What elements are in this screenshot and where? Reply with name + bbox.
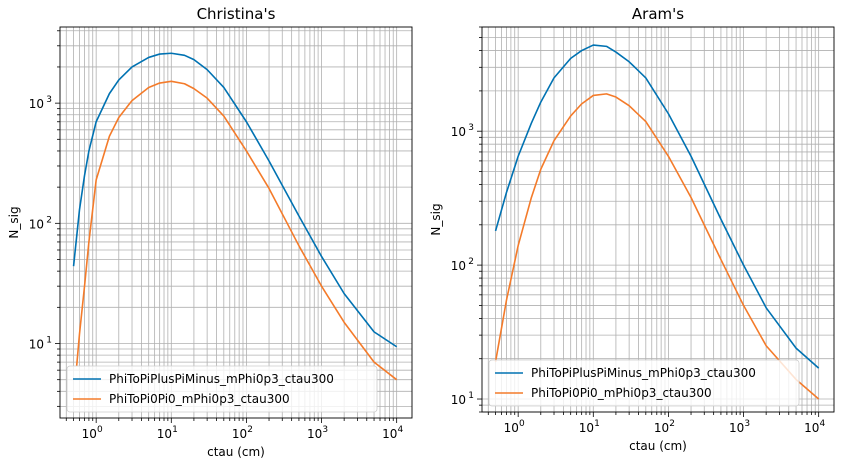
legend-entry-1: PhiToPiPlusPiMinus_mPhi0p3_ctau300 [109,372,334,386]
y-tick-label: 10 2 [29,215,52,231]
x-tick-exponent: 1 [594,419,600,429]
y-tick-exponent: 1 [46,336,52,346]
y-tick-base: 10 [451,259,466,273]
chart-title: Christina's [197,5,276,23]
legend-entry-1: PhiToPiPlusPiMinus_mPhi0p3_ctau300 [531,366,756,380]
x-tick-label: 100 [82,425,103,441]
y-tick-label: 10 3 [29,95,52,111]
y-tick-label: 10 1 [29,336,52,352]
series-line-1 [72,52,398,348]
x-tick-base: 10 [729,421,744,435]
legend-box [488,359,800,407]
grid [60,27,412,418]
x-tick-exponent: 3 [322,425,328,435]
y-tick-base: 10 [29,338,44,352]
x-tick-base: 10 [382,427,397,441]
y-axis-label: N_sig [7,206,21,238]
y-tick-base: 10 [451,393,466,407]
legend: PhiToPiPlusPiMinus_mPhi0p3_ctau300 PhiToP… [66,365,378,413]
x-tick-label: 104 [804,419,825,435]
series-line-1 [494,44,820,369]
x-tick-base: 10 [82,427,97,441]
ticks [477,26,820,417]
x-tick-label: 101 [579,419,600,435]
y-tick-base: 10 [29,97,44,111]
x-tick-exponent: 1 [172,425,178,435]
x-tick-base: 10 [654,421,669,435]
legend: PhiToPiPlusPiMinus_mPhi0p3_ctau300 PhiToP… [488,359,800,407]
y-tick-exponent: 3 [468,123,474,133]
x-tick-exponent: 4 [819,419,825,429]
y-tick-label: 10 1 [451,391,474,407]
y-tick-exponent: 2 [46,215,52,225]
ticks [55,30,398,423]
legend-entry-2: PhiToPi0Pi0_mPhi0p3_ctau300 [109,392,290,406]
x-tick-base: 10 [307,427,322,441]
x-tick-label: 102 [232,425,253,441]
legend-entry-2: PhiToPi0Pi0_mPhi0p3_ctau300 [531,386,712,400]
x-tick-exponent: 4 [397,425,403,435]
x-axis-label: ctau (cm) [629,439,687,453]
chart-title: Aram's [632,5,684,23]
x-tick-label: 102 [654,419,675,435]
series-line-2 [494,93,820,400]
x-tick-label: 101 [157,425,178,441]
grid [482,26,834,413]
x-tick-exponent: 0 [519,419,525,429]
plot-frame [59,26,413,419]
x-axis-label: ctau (cm) [207,445,265,459]
y-tick-exponent: 3 [46,95,52,105]
x-tick-base: 10 [504,421,519,435]
x-tick-exponent: 2 [669,419,675,429]
x-tick-base: 10 [157,427,172,441]
x-tick-base: 10 [579,421,594,435]
x-tick-exponent: 0 [97,425,103,435]
y-tick-exponent: 1 [468,391,474,401]
y-tick-base: 10 [451,125,466,139]
plot-frame [481,26,835,413]
x-tick-label: 100 [504,419,525,435]
y-tick-base: 10 [29,217,44,231]
x-tick-exponent: 3 [744,419,750,429]
y-tick-label: 10 3 [451,123,474,139]
x-tick-label: 103 [307,425,328,441]
x-tick-base: 10 [232,427,247,441]
x-tick-exponent: 2 [247,425,253,435]
y-tick-label: 10 2 [451,257,474,273]
y-tick-exponent: 2 [468,257,474,267]
x-tick-label: 104 [382,425,403,441]
x-tick-label: 103 [729,419,750,435]
y-axis-label: N_sig [429,203,443,235]
series-line-2 [75,80,398,381]
legend-box [66,365,378,413]
x-tick-base: 10 [804,421,819,435]
